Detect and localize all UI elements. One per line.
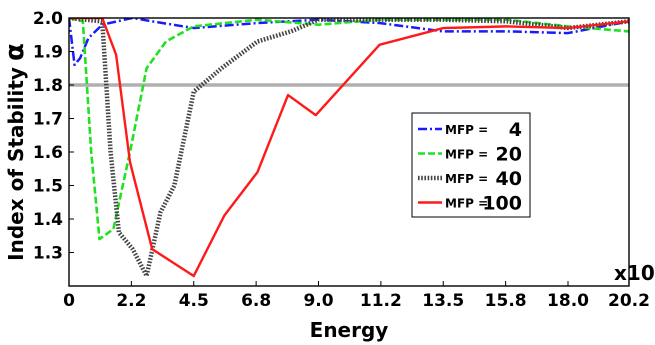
x-tick-label: 6.8 (241, 291, 271, 311)
y-tick-label: 1.5 (33, 177, 63, 197)
y-tick-label: 1.7 (33, 110, 63, 130)
plot-area (69, 18, 629, 286)
x-tick-label: 18.0 (547, 291, 589, 311)
y-axis-title-symbol: α (0, 43, 30, 61)
x-tick-label: 9.0 (303, 291, 333, 311)
y-axis-title: Index of Stability α (0, 43, 30, 261)
legend-label-mfp-4: 4 (509, 119, 522, 141)
x-tick-label: 11.2 (360, 291, 402, 311)
x-tick-label: 13.5 (422, 291, 464, 311)
legend-label-mfp-20: 20 (496, 144, 522, 166)
y-tick-label: 2.0 (33, 9, 63, 29)
legend-box (411, 112, 531, 218)
y-tick-label: 1.9 (33, 43, 63, 63)
y-tick-label: 1.3 (33, 244, 63, 264)
legend-label-mfp-100: 100 (482, 193, 522, 215)
y-axis-title-text: Index of Stability (4, 67, 28, 261)
legend-prefix: MFP = (445, 197, 488, 211)
legend-prefix: MFP = (445, 148, 488, 162)
x-axis-multiplier-base: x10 (614, 261, 655, 285)
legend-prefix: MFP = (445, 123, 488, 137)
x-tick-label: 4.5 (179, 291, 209, 311)
series-line-mfp-40 (69, 18, 629, 279)
x-axis-multiplier: x106 (614, 258, 655, 285)
series-line-mfp-4 (69, 18, 629, 67)
y-tick-label: 1.4 (33, 210, 63, 230)
x-tick-label: 0 (63, 291, 75, 311)
series-line-mfp-100 (69, 18, 629, 278)
x-tick-label: 15.8 (485, 291, 527, 311)
x-tick-label: 20.2 (608, 291, 650, 311)
x-axis-title: Energy (310, 318, 389, 342)
x-tick-label: 2.2 (116, 291, 146, 311)
y-tick-label: 1.6 (33, 143, 63, 163)
legend-label-mfp-40: 40 (496, 168, 522, 190)
y-tick-label: 1.8 (33, 76, 63, 96)
legend-prefix: MFP = (445, 172, 488, 186)
